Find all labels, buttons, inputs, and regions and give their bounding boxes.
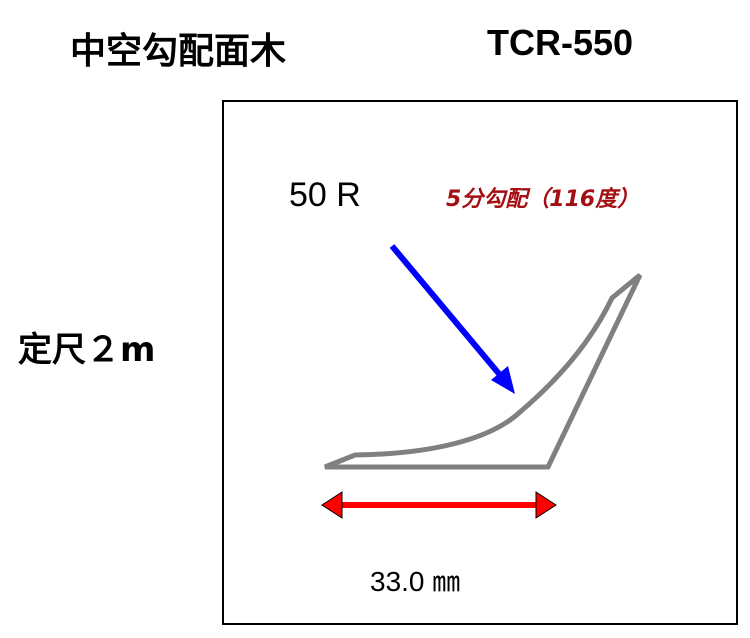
diagram-frame [222, 100, 738, 625]
profile-outline [324, 273, 643, 470]
model-number: TCR-550 [487, 22, 634, 63]
radius-label: 50 R [289, 176, 361, 214]
radius-arrow [389, 244, 515, 394]
slope-label: 5分勾配（116度） [446, 187, 640, 212]
width-label: 33.0 ㎜ [370, 566, 461, 597]
product-title: 中空勾配面木 [70, 31, 287, 72]
ruler-length-label: 定尺２m [18, 330, 156, 370]
width-dimension-arrow [321, 491, 557, 519]
